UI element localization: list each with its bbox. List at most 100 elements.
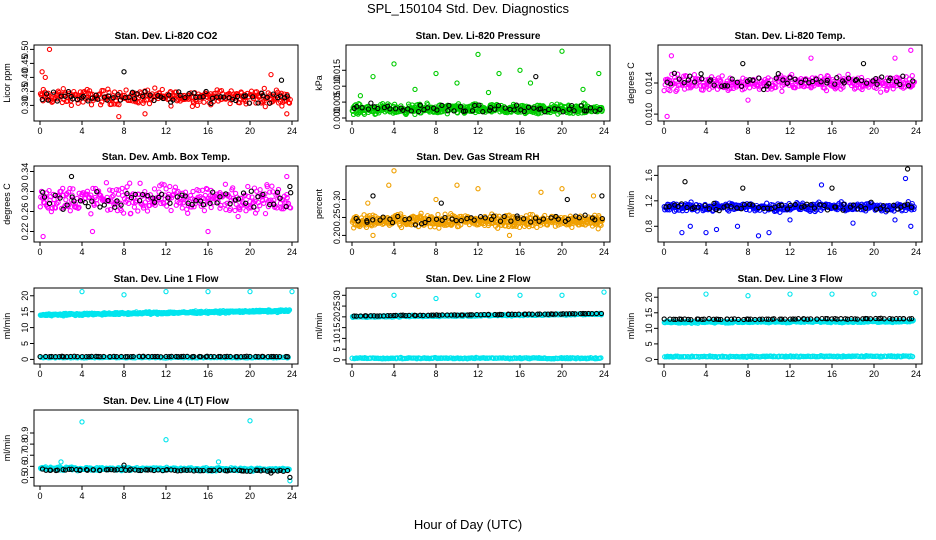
data-point	[354, 104, 360, 110]
data-point	[55, 199, 61, 206]
x-tick-label: 24	[599, 247, 609, 257]
data-point	[80, 93, 86, 100]
y-tick-label: 0.8	[644, 220, 654, 233]
y-tick-label: 15	[20, 307, 30, 317]
data-point	[359, 105, 365, 111]
data-point	[582, 212, 588, 218]
data-point	[177, 200, 184, 206]
data-point	[475, 51, 481, 58]
data-point	[39, 69, 45, 75]
data-point	[262, 210, 269, 217]
x-tick-label: 20	[245, 247, 255, 257]
data-point	[370, 232, 376, 239]
data-point	[587, 105, 594, 111]
data-point	[142, 111, 148, 117]
data-point	[365, 200, 371, 206]
data-point	[508, 218, 514, 224]
y-tick-label: 0.45	[20, 55, 30, 73]
data-point	[877, 205, 884, 211]
y-tick-label: 0	[20, 357, 30, 362]
data-point	[850, 202, 856, 208]
data-point	[116, 113, 122, 120]
data-point	[60, 86, 66, 92]
data-point	[893, 78, 900, 85]
panel-3: Stan. Dev. Li-820 Temp.0 4 8 12 16 20 240.0100…	[626, 31, 923, 136]
data-point	[485, 89, 492, 96]
data-point	[116, 101, 122, 108]
data-point	[41, 194, 48, 200]
data-point	[496, 70, 502, 77]
data-point	[400, 107, 406, 113]
data-point	[235, 196, 242, 202]
data-point	[203, 185, 210, 192]
data-point	[134, 91, 140, 97]
x-tick-label: 4	[391, 247, 396, 257]
data-point	[592, 217, 598, 223]
data-point	[724, 83, 731, 89]
data-point	[548, 215, 554, 221]
data-point	[691, 72, 698, 78]
data-point	[64, 202, 70, 208]
data-point	[288, 190, 294, 196]
y-tick-label: 0.25	[332, 209, 342, 227]
data-point	[880, 203, 886, 209]
data-point	[773, 84, 779, 90]
data-point	[688, 199, 694, 205]
data-point	[583, 108, 589, 114]
data-point	[834, 75, 840, 81]
data-point	[257, 187, 263, 193]
data-point	[868, 199, 874, 205]
data-point	[779, 88, 785, 94]
data-point	[832, 204, 839, 210]
y-tick-label: 0	[644, 357, 654, 362]
data-point	[133, 198, 140, 204]
data-point	[497, 218, 504, 224]
y-axis-label: ml/min	[2, 313, 12, 340]
data-point	[123, 87, 129, 93]
data-point	[261, 85, 267, 92]
data-point	[750, 77, 756, 83]
data-point	[904, 166, 911, 172]
data-point	[818, 79, 824, 85]
data-point	[581, 108, 588, 114]
y-tick-label: 25	[332, 301, 342, 311]
data-point	[702, 202, 708, 209]
data-point	[227, 201, 233, 207]
data-point	[477, 214, 484, 220]
data-point	[516, 224, 523, 231]
data-point	[597, 221, 603, 227]
data-point	[599, 193, 605, 199]
data-point	[203, 88, 209, 95]
data-point	[728, 85, 734, 92]
data-point	[387, 216, 393, 222]
data-point	[824, 77, 830, 84]
data-point	[502, 105, 508, 111]
x-tick-label: 24	[287, 369, 297, 379]
data-point	[874, 81, 880, 87]
data-point	[475, 186, 481, 192]
data-point	[112, 204, 118, 210]
data-point	[412, 86, 418, 93]
data-point	[596, 70, 602, 77]
data-point	[439, 217, 445, 223]
panel-title: Stan. Dev. Amb. Box Temp.	[102, 152, 230, 163]
data-point	[398, 224, 405, 231]
data-point	[529, 212, 536, 218]
data-point	[445, 108, 451, 114]
data-point	[131, 96, 138, 102]
data-point	[65, 98, 71, 104]
data-point	[451, 108, 457, 114]
data-point	[897, 81, 903, 88]
data-point	[908, 47, 914, 53]
data-point	[495, 225, 501, 231]
y-tick-label: 1.6	[644, 169, 654, 182]
data-point	[147, 202, 153, 209]
data-point	[412, 222, 419, 228]
data-point	[364, 219, 370, 225]
x-tick-label: 8	[745, 369, 750, 379]
y-tick-label: 0.35	[20, 83, 30, 101]
data-point	[234, 93, 241, 100]
y-tick-label: 20	[20, 291, 30, 301]
data-point	[137, 198, 143, 204]
